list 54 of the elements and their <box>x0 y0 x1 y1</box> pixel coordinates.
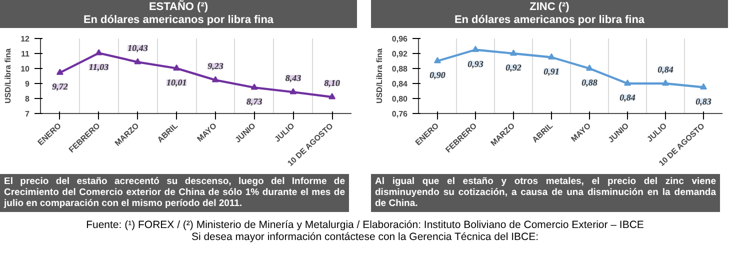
data-label: 0,93 <box>468 58 484 69</box>
chart-title: ZINC (²) <box>530 1 570 13</box>
y-tick-label: 0,96 <box>392 34 408 44</box>
point <box>328 93 336 100</box>
point <box>548 53 555 60</box>
data-label: 9,23 <box>208 61 224 72</box>
data-label: 0,90 <box>430 70 446 80</box>
y-tick-label: 0,80 <box>392 94 408 104</box>
data-label: 10,43 <box>128 43 148 54</box>
point <box>56 68 64 75</box>
point <box>700 83 707 90</box>
data-label: 0,91 <box>544 66 560 76</box>
y-tick-label: 7 <box>25 110 30 118</box>
data-label: 9,72 <box>52 82 68 92</box>
point <box>250 84 258 90</box>
point <box>134 58 142 64</box>
y-tick-label: 0,88 <box>392 64 408 74</box>
y-tick-label: 10 <box>20 64 30 74</box>
y-tick-label: 0,84 <box>392 80 408 88</box>
source-note: Fuente: (¹) FOREX / (²) Ministerio de Minería y Metalurgia / Elaboración: Instituto Boliviano de Comercio Exterior – IBCE <box>86 219 644 231</box>
y-tick-label: 9 <box>25 80 30 88</box>
data-label: 8,73 <box>246 96 263 107</box>
data-label: 8,10 <box>324 78 340 88</box>
data-label: 0,84 <box>620 92 636 102</box>
text: Al igual que el estaño y otros metales, el precio del zinc viene disminuyendo su cotización, a causa de una disminución en la demanda de China. <box>371 174 720 212</box>
point <box>173 64 180 71</box>
data-label: 0,92 <box>506 62 522 72</box>
point <box>586 64 593 71</box>
point <box>510 50 517 56</box>
y-tick-label: 11 <box>21 50 30 58</box>
point <box>212 76 219 82</box>
text: Si desea mayor información contáctese con la Gerencia Técnica del IBCE: <box>191 231 539 243</box>
y-tick-label: 0,92 <box>392 50 408 58</box>
point <box>290 88 297 94</box>
point <box>662 80 669 86</box>
chart-subtitle: En dólares americanos por libra fina <box>454 14 645 26</box>
data-label: 0,88 <box>582 78 598 88</box>
text: El precio del estaño acrecentó su descenso, luego del Informe de Crecimiento del Comercio exterior de China de sólo 1% durante el mes de julio en comparación con el mismo período del 2011. <box>0 174 349 212</box>
y-tick-label: 12 <box>20 34 30 44</box>
point <box>624 80 631 86</box>
data-label: 0,83 <box>696 96 712 106</box>
chart-subtitle: En dólares americanos por libra fina <box>83 14 274 26</box>
y-tick-label: 0,76 <box>392 110 408 118</box>
y-axis-title: USD/Libra fina <box>4 48 13 104</box>
y-axis-title: USD/Libra fina <box>374 48 384 104</box>
data-label: 10,01 <box>166 77 187 88</box>
data-label: 0,84 <box>658 64 674 74</box>
data-label: 8,43 <box>285 73 302 84</box>
point <box>95 49 102 56</box>
chart-title: ESTAÑO (²) <box>148 1 208 13</box>
point <box>472 46 479 52</box>
point <box>434 57 441 64</box>
y-tick-label: 8 <box>25 94 30 104</box>
data-label: 11,03 <box>88 62 110 72</box>
